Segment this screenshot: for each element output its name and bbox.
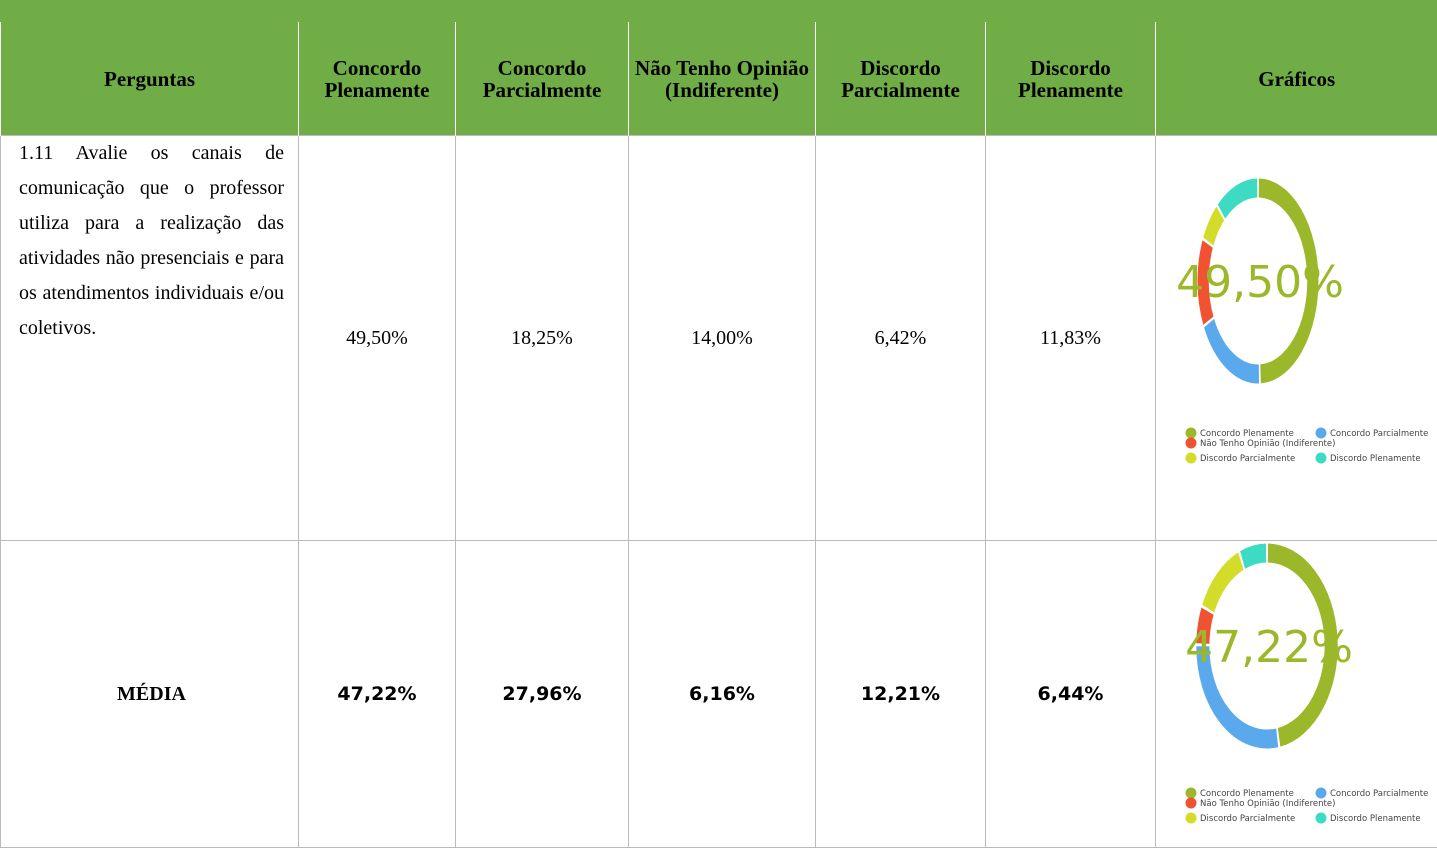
table-body: 1.11 Avalie os canais de comunicação que… — [1, 136, 1437, 848]
value-cell: 27,96% — [456, 541, 629, 848]
column-header: Discordo Plenamente — [986, 22, 1156, 136]
value-cell: 11,83% — [986, 136, 1156, 541]
legend-swatch — [1186, 788, 1197, 799]
legend-label: Discordo Plenamente — [1330, 814, 1421, 824]
legend-label: Concordo Parcialmente — [1330, 429, 1428, 439]
legend-swatch — [1186, 428, 1197, 439]
column-header: Gráficos — [1156, 22, 1437, 136]
donut-chart: 47,22% Concordo Plenamente Concordo Parcia… — [1156, 541, 1436, 846]
value-cell: 6,44% — [986, 541, 1156, 848]
donut-segment — [1221, 188, 1257, 212]
table-row: 1.11 Avalie os canais de comunicação que… — [1, 136, 1437, 541]
legend-swatch — [1316, 428, 1327, 439]
donut-segment — [1209, 323, 1259, 374]
value-cell: 6,42% — [816, 136, 986, 541]
value-cell: 47,22% — [299, 541, 456, 848]
center-label: 49,50% — [1176, 257, 1344, 308]
chart-cell: 47,22% Concordo Plenamente Concordo Parcia… — [1156, 541, 1437, 848]
legend-label: Discordo Parcialmente — [1200, 454, 1295, 464]
top-band — [0, 0, 1437, 22]
legend-label: Discordo Parcialmente — [1200, 814, 1295, 824]
center-label: 47,22% — [1185, 622, 1353, 673]
legend-swatch — [1186, 798, 1197, 809]
column-header: Não Tenho Opinião (Indiferente) — [629, 22, 816, 136]
value-cell: 6,16% — [629, 541, 816, 848]
donut-chart: 49,50% Concordo Plenamente Concordo Parcia… — [1156, 136, 1436, 539]
column-header: Concordo Plenamente — [299, 22, 456, 136]
value-cell: 49,50% — [299, 136, 456, 541]
legend-swatch — [1316, 453, 1327, 464]
chart-cell: 49,50% Concordo Plenamente Concordo Parcia… — [1156, 136, 1437, 541]
legend-swatch — [1316, 788, 1327, 799]
donut-segment — [1208, 213, 1220, 241]
legend-label: Discordo Plenamente — [1330, 454, 1421, 464]
column-header: Discordo Parcialmente — [816, 22, 986, 136]
column-header: Perguntas — [1, 22, 299, 136]
donut-segment — [1243, 553, 1266, 560]
donut-segment — [1208, 561, 1241, 609]
legend-label: Concordo Parcialmente — [1330, 789, 1428, 799]
value-cell: 18,25% — [456, 136, 629, 541]
legend-label: Concordo Plenamente — [1200, 789, 1294, 799]
legend-swatch — [1186, 813, 1197, 824]
value-cell: 12,21% — [816, 541, 986, 848]
legend-swatch — [1316, 813, 1327, 824]
question-cell: 1.11 Avalie os canais de comunicação que… — [1, 136, 299, 541]
value-cell: 14,00% — [629, 136, 816, 541]
question-cell: MÉDIA — [1, 541, 299, 848]
legend-swatch — [1186, 453, 1197, 464]
legend-label: Não Tenho Opinião (Indiferente) — [1200, 439, 1335, 449]
legend-label: Não Tenho Opinião (Indiferente) — [1200, 799, 1335, 809]
legend-swatch — [1186, 438, 1197, 449]
legend-label: Concordo Plenamente — [1200, 429, 1294, 439]
column-header: Concordo Parcialmente — [456, 22, 629, 136]
